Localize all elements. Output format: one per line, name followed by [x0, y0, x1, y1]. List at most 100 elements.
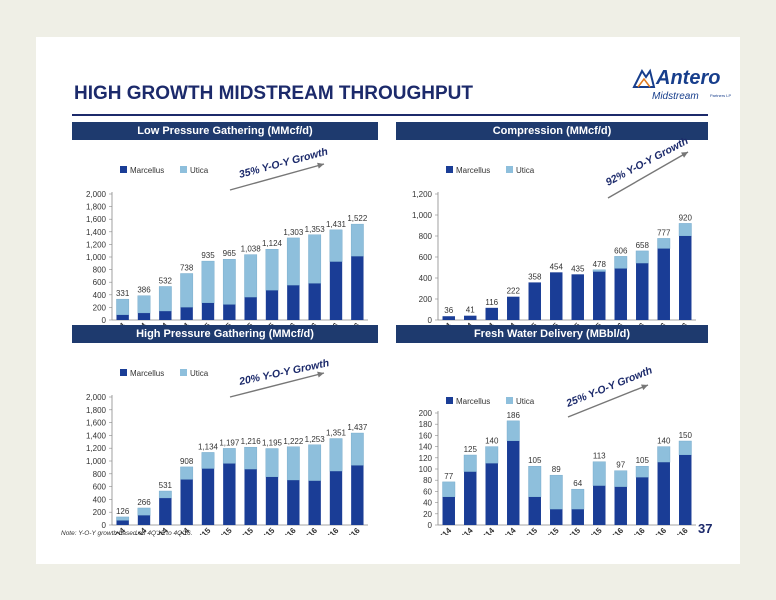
y-tick-label: 400 [93, 291, 107, 300]
y-tick-label: 1,400 [86, 431, 107, 440]
data-label: 435 [571, 264, 585, 273]
data-label: 908 [180, 457, 194, 466]
chart-panel-compression: Compression (MMcf/d) 0 200 400 600 800 1,000 1… [396, 122, 708, 332]
data-label: 41 [466, 306, 475, 315]
data-label: 1,437 [347, 423, 368, 432]
bar-marcellus [116, 314, 129, 320]
bar-marcellus [329, 471, 343, 525]
bar-marcellus [679, 236, 692, 320]
bar-marcellus [201, 302, 215, 320]
x-tick-label: 4Q '14 [495, 526, 519, 535]
bar-utica [158, 490, 172, 499]
y-tick-label: 800 [419, 232, 433, 241]
data-label: 1,195 [262, 439, 283, 448]
bar-marcellus [464, 471, 477, 525]
bar-marcellus [636, 263, 649, 320]
data-label: 358 [528, 272, 542, 281]
chart-title: Low Pressure Gathering (MMcf/d) [72, 122, 378, 140]
bar-utica [350, 432, 364, 466]
bar-marcellus [201, 468, 215, 525]
growth-arrowhead [317, 371, 324, 378]
bar-marcellus [180, 307, 193, 320]
data-label: 606 [614, 246, 628, 255]
bar-utica [485, 446, 499, 464]
x-tick-label: 3Q '15 [559, 526, 583, 535]
data-label: 77 [444, 472, 453, 481]
bar-marcellus [159, 311, 172, 320]
bar-utica [635, 465, 649, 478]
bar-marcellus [485, 307, 498, 320]
data-label: 1,353 [305, 225, 326, 234]
y-tick-label: 400 [93, 495, 107, 504]
x-tick-label: 1Q '14 [104, 526, 128, 535]
y-tick-label: 2,000 [86, 393, 107, 402]
bar-utica [614, 470, 628, 488]
x-tick-label: 2Q '15 [211, 526, 235, 535]
data-label: 1,124 [262, 239, 283, 248]
y-tick-label: 1,600 [86, 419, 107, 428]
growth-arrow [229, 372, 325, 398]
x-tick-label: 1Q '16 [602, 526, 626, 535]
bar-marcellus [159, 498, 172, 525]
legend-label: Utica [190, 166, 209, 175]
data-label: 1,038 [241, 245, 262, 254]
bar-marcellus [507, 296, 520, 320]
bar-marcellus [329, 261, 343, 320]
slide: HIGH GROWTH MIDSTREAM THROUGHPUT Antero … [36, 37, 740, 564]
data-label: 478 [593, 260, 607, 269]
data-label: 105 [528, 456, 542, 465]
footnote: Note: Y-O-Y growth based on 4Q'15 to 4Q'… [61, 530, 193, 537]
bar-marcellus [614, 268, 627, 320]
y-tick-label: 1,000 [412, 211, 433, 220]
bar-marcellus [593, 271, 606, 320]
bar-utica [180, 466, 194, 480]
data-label: 150 [679, 431, 693, 440]
x-tick-label: 4Q '15 [253, 526, 277, 535]
bar-utica [442, 481, 456, 498]
bar-marcellus [485, 463, 498, 525]
bar-utica [657, 238, 671, 249]
growth-annotation: 92% Y-O-Y Growth [604, 135, 691, 189]
x-tick-label: 3Q '15 [232, 526, 256, 535]
y-tick-label: 0 [428, 521, 433, 530]
bar-marcellus [507, 441, 520, 525]
bar-marcellus [351, 256, 364, 320]
bar-utica [592, 461, 606, 487]
data-label: 116 [485, 298, 498, 307]
bar-marcellus [550, 272, 563, 320]
data-label: 125 [464, 445, 478, 454]
y-tick-label: 0 [102, 316, 107, 325]
chart-plot: 0 20 40 60 80 100 120 140 160 180 200 77 1Q '14 125 2Q… [419, 364, 696, 535]
data-label: 920 [679, 213, 693, 222]
bar-utica [657, 446, 671, 463]
data-label: 454 [550, 262, 564, 271]
y-tick-label: 1,200 [412, 190, 433, 199]
bar-utica [201, 260, 215, 304]
bar-marcellus [244, 469, 257, 525]
bar-utica [137, 295, 151, 314]
bar-marcellus [657, 248, 670, 320]
y-tick-label: 600 [93, 278, 107, 287]
bar-marcellus [571, 509, 584, 525]
bar-utica [308, 234, 322, 284]
bar-marcellus [223, 463, 236, 525]
bar-utica [506, 420, 520, 442]
data-label: 777 [657, 228, 671, 237]
bar-utica [286, 237, 300, 286]
data-label: 935 [201, 251, 215, 260]
bar-utica [201, 452, 215, 469]
legend-label: Marcellus [456, 166, 490, 175]
data-label: 140 [657, 437, 671, 446]
growth-arrowhead [641, 384, 648, 391]
legend-label: Utica [516, 166, 535, 175]
bar-utica [549, 474, 563, 510]
data-label: 1,351 [326, 429, 347, 438]
logo-suffix: Partners LP [710, 93, 732, 98]
bar-utica [678, 440, 692, 456]
data-label: 266 [137, 498, 151, 507]
x-tick-label: 3Q '16 [317, 526, 341, 535]
bar-marcellus [528, 282, 541, 320]
data-label: 532 [159, 276, 173, 285]
y-tick-label: 1,200 [86, 240, 107, 249]
bar-marcellus [180, 479, 193, 525]
